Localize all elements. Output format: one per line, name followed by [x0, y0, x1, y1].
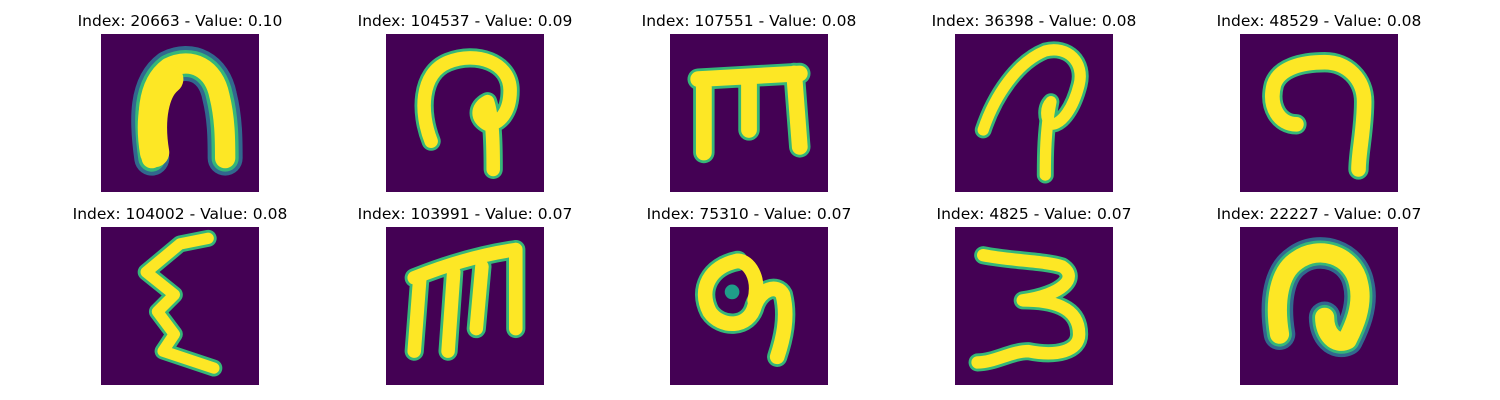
- glyph-image: [955, 227, 1113, 385]
- panel-title: Index: 104537 - Value: 0.09: [357, 12, 573, 30]
- glyph-zigzag-epsilon-icon: [137, 229, 223, 377]
- glyph-loop-tail-icon: [695, 250, 796, 367]
- glyph-image: [101, 227, 259, 385]
- panel-5: Index: 48529 - Value: 0.08: [1189, 12, 1449, 202]
- panel-title: Index: 107551 - Value: 0.08: [641, 12, 857, 30]
- panel-3: Index: 107551 - Value: 0.08: [619, 12, 879, 202]
- panel-1: Index: 20663 - Value: 0.10: [50, 12, 310, 202]
- glyph-image: [386, 34, 544, 192]
- panel-2: Index: 104537 - Value: 0.09: [335, 12, 595, 202]
- glyph-image: [101, 34, 259, 192]
- panel-title: Index: 104002 - Value: 0.08: [72, 205, 288, 223]
- glyph-m-shape-icon: [404, 239, 526, 361]
- panel-title: Index: 4825 - Value: 0.07: [936, 205, 1132, 223]
- glyph-slanted-p-icon: [974, 41, 1089, 184]
- glyph-image: [955, 34, 1113, 192]
- glyph-n-thick-icon: [131, 46, 243, 176]
- panel-title: Index: 36398 - Value: 0.08: [931, 12, 1137, 30]
- panel-title: Index: 75310 - Value: 0.07: [646, 205, 852, 223]
- glyph-hook-loop-icon: [414, 48, 520, 180]
- glyph-thick-arch-icon: [1261, 237, 1376, 357]
- panel-title: Index: 22227 - Value: 0.07: [1216, 205, 1422, 223]
- glyph-three-legged-box-icon: [687, 62, 811, 164]
- panel-title: Index: 103991 - Value: 0.07: [357, 205, 573, 223]
- panel-9: Index: 4825 - Value: 0.07: [904, 205, 1164, 395]
- glyph-open-arch-icon: [1262, 52, 1375, 180]
- glyph-image: [670, 34, 828, 192]
- panel-title: Index: 48529 - Value: 0.08: [1216, 12, 1422, 30]
- glyph-three-shape-icon: [968, 246, 1089, 372]
- panel-10: Index: 22227 - Value: 0.07: [1189, 205, 1449, 395]
- glyph-image: [1240, 34, 1398, 192]
- panel-7: Index: 103991 - Value: 0.07: [335, 205, 595, 395]
- panel-title: Index: 20663 - Value: 0.10: [77, 12, 283, 30]
- panel-4: Index: 36398 - Value: 0.08: [904, 12, 1164, 202]
- panel-6: Index: 104002 - Value: 0.08: [50, 205, 310, 395]
- glyph-image: [386, 227, 544, 385]
- glyph-image: [670, 227, 828, 385]
- panel-8: Index: 75310 - Value: 0.07: [619, 205, 879, 395]
- glyph-image: [1240, 227, 1398, 385]
